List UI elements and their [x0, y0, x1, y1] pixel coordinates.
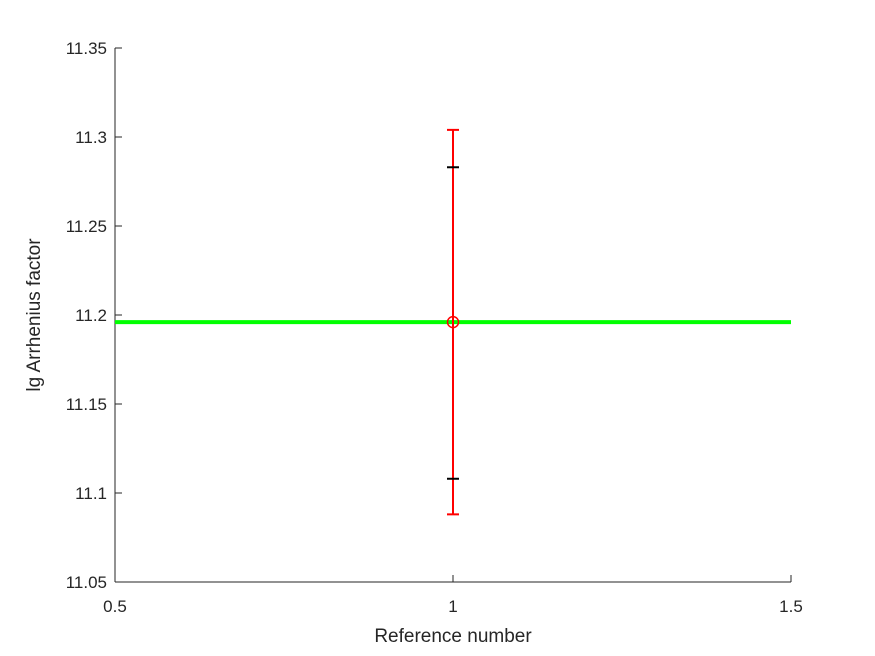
y-tick-label: 11.25: [66, 217, 107, 236]
chart-marks: [115, 128, 791, 516]
axes: 11.05 11.1 11.15 11.2 11.25 11.3 11.35 0.5 1 1.5: [66, 39, 803, 616]
x-axis-label: Reference number: [374, 626, 532, 647]
y-tick-label: 11.35: [66, 39, 107, 58]
y-tick-label: 11.05: [66, 573, 107, 592]
y-tick-label: 11.15: [66, 395, 107, 414]
data-point: [446, 315, 460, 329]
x-tick-label: 1: [448, 597, 457, 616]
x-tick-label: 0.5: [103, 597, 127, 616]
y-tick-label: 11.2: [75, 306, 107, 325]
x-tick-label: 1.5: [779, 597, 803, 616]
y-tick-label: 11.3: [75, 128, 107, 147]
y-tick-label: 11.1: [75, 484, 107, 503]
y-axis-label: lg Arrhenius factor: [24, 238, 45, 392]
